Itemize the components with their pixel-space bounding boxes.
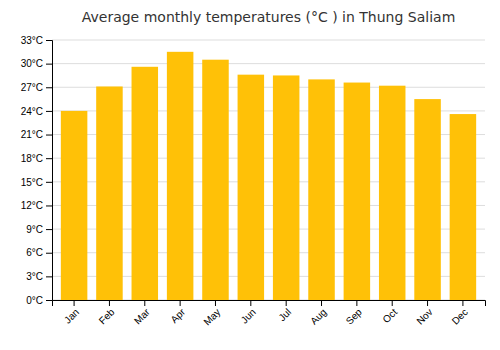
x-tick-label: Nov: [414, 306, 434, 326]
x-tick-mark: [215, 300, 216, 306]
x-axis-line: [53, 301, 486, 307]
x-tick-label: Aug: [308, 306, 328, 326]
y-tick: 15°C: [21, 177, 52, 188]
y-tick: 3°C: [26, 271, 52, 282]
bars: [61, 52, 476, 300]
x-tick-mark: [462, 300, 463, 306]
y-tick-label: 33°C: [21, 35, 43, 46]
grid: [52, 40, 485, 300]
x-tick-mark: [427, 300, 428, 306]
bar: [238, 75, 265, 300]
x-tick-label: Feb: [97, 306, 117, 326]
y-tick-mark: [46, 276, 52, 277]
x-tick-label: Jan: [62, 306, 81, 325]
y-tick-mark: [46, 40, 52, 41]
x-tick-label: May: [201, 306, 222, 327]
x-tick: Sep: [344, 300, 365, 327]
y-tick: 12°C: [21, 200, 52, 211]
x-tick-mark: [144, 300, 145, 306]
bar: [344, 83, 371, 300]
y-tick: 33°C: [21, 35, 52, 46]
x-tick: Oct: [381, 300, 400, 325]
x-tick-label: Dec: [450, 306, 470, 326]
x-tick: Jul: [276, 300, 293, 323]
x-tick-mark: [321, 300, 322, 306]
y-tick-mark: [46, 205, 52, 206]
y-tick-mark: [46, 135, 52, 136]
y-tick-label: 30°C: [21, 58, 43, 69]
bar: [96, 86, 123, 300]
y-tick: 24°C: [21, 106, 52, 117]
y-tick: 21°C: [21, 129, 52, 140]
x-tick: Mar: [132, 300, 152, 326]
x-tick-label: Oct: [381, 306, 400, 325]
x-tick-mark: [109, 300, 110, 306]
y-tick-mark: [46, 253, 52, 254]
bar: [414, 99, 441, 300]
bar: [379, 86, 406, 300]
x-tick-label: Jul: [276, 306, 293, 323]
chart: 0°C 3°C 6°C 9°C 12°C 15°C 18°C 21°C 24°C 27°C 30°C…: [0, 0, 500, 350]
bar: [202, 60, 229, 300]
y-tick-label: 12°C: [21, 200, 43, 211]
y-tick-label: 18°C: [21, 153, 43, 164]
bar: [167, 52, 194, 300]
x-tick-label: Mar: [132, 306, 152, 326]
bar: [308, 79, 335, 300]
x-tick-mark: [250, 300, 251, 306]
x-tick-mark: [74, 300, 75, 306]
y-tick-label: 0°C: [26, 295, 43, 306]
x-tick-mark: [286, 300, 287, 306]
y-tick-mark: [46, 64, 52, 65]
y-tick-mark: [46, 229, 52, 230]
y-axis: 0°C 3°C 6°C 9°C 12°C 15°C 18°C 21°C 24°C 27°C 30°C…: [21, 35, 53, 306]
x-axis: Jan Feb Mar Apr May Jun Jul Aug Sep Oct Nov Dec: [53, 300, 486, 328]
y-tick-label: 6°C: [26, 247, 43, 258]
y-tick-mark: [46, 300, 52, 301]
y-tick: 27°C: [21, 82, 52, 93]
bar: [450, 114, 477, 300]
x-tick: Feb: [97, 300, 117, 326]
y-tick-mark: [46, 111, 52, 112]
y-tick: 0°C: [26, 295, 52, 306]
grid-line: [52, 63, 485, 64]
y-tick: 18°C: [21, 153, 52, 164]
bar: [61, 111, 88, 300]
x-tick: Apr: [168, 300, 187, 325]
y-tick: 30°C: [21, 58, 52, 69]
x-tick: Nov: [414, 300, 434, 327]
x-tick: Dec: [450, 300, 470, 327]
x-tick-label: Sep: [344, 306, 365, 327]
x-tick-mark: [392, 300, 393, 306]
y-tick-label: 3°C: [26, 271, 43, 282]
title: Average monthly temperatures (°C ) in Th…: [82, 9, 456, 25]
y-tick: 9°C: [26, 224, 52, 235]
x-tick-mark: [180, 300, 181, 306]
y-tick-mark: [46, 158, 52, 159]
x-tick-mark: [356, 300, 357, 306]
plot: 0°C 3°C 6°C 9°C 12°C 15°C 18°C 21°C 24°C 27°C 30°C…: [21, 35, 486, 328]
y-tick-label: 24°C: [21, 106, 43, 117]
y-tick-label: 15°C: [21, 177, 43, 188]
x-tick-label: Apr: [168, 306, 187, 325]
bar: [273, 75, 300, 300]
x-tick: Jun: [239, 300, 258, 326]
x-tick: May: [201, 300, 222, 328]
y-tick-label: 27°C: [21, 82, 43, 93]
y-tick: 6°C: [26, 247, 52, 258]
grid-line: [52, 40, 485, 41]
y-tick-mark: [46, 182, 52, 183]
y-tick-mark: [46, 87, 52, 88]
y-axis-line: [46, 41, 53, 301]
x-tick: Jan: [62, 300, 81, 326]
bar: [132, 67, 159, 300]
x-tick: Aug: [308, 300, 328, 327]
y-tick-label: 9°C: [26, 224, 43, 235]
x-tick-label: Jun: [239, 306, 258, 325]
y-tick-label: 21°C: [21, 129, 43, 140]
